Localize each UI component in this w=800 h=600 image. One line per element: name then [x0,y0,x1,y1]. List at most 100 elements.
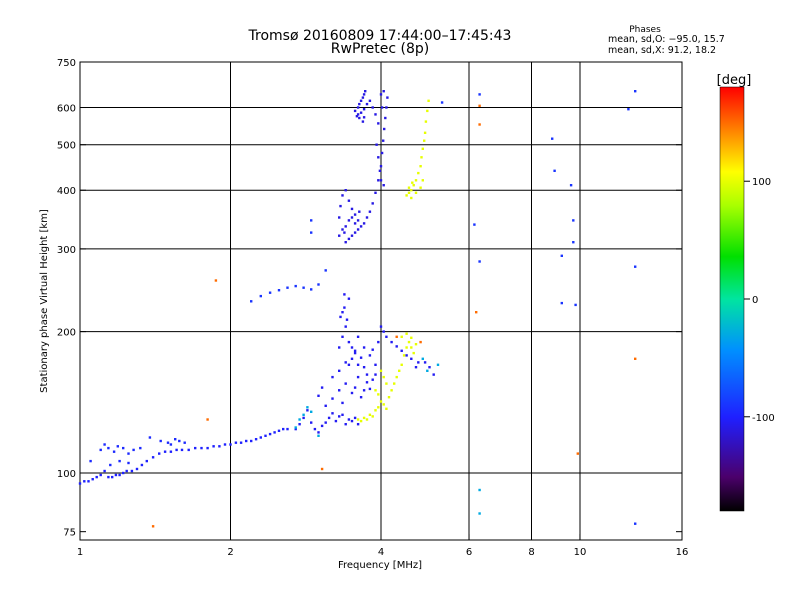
data-point [374,113,377,116]
data-point [302,416,305,420]
data-point [374,191,377,194]
data-point [339,315,342,319]
data-point [212,445,215,448]
data-point [317,434,320,437]
data-point [382,375,385,379]
colorbar-tick-label: 0 [752,295,758,306]
x-tick-label: 4 [378,547,384,558]
data-point [407,191,411,194]
data-point [264,434,267,437]
data-point [359,99,363,102]
data-point [385,407,388,410]
data-point [478,123,481,126]
data-point [419,340,422,344]
colorbar-tick-label: 100 [752,177,771,188]
data-point [382,184,385,187]
data-point [386,96,389,99]
data-point [103,443,106,446]
data-point [377,340,380,344]
colorbar-ticks: 100 0 -100 [744,177,775,424]
data-point [362,93,366,96]
data-point [362,346,366,349]
x-tick-label: 10 [574,547,587,558]
data-point [194,446,197,450]
data-point [353,416,357,420]
data-point [362,222,366,225]
data-point [320,467,324,471]
data-point [407,340,411,344]
data-point [371,106,374,109]
x-tick-label: 6 [466,547,472,558]
data-point [339,204,342,208]
data-point [347,418,351,421]
data-point [440,101,444,104]
data-point [350,234,354,237]
data-point [356,375,360,379]
colorbar-label: [deg] [717,73,752,88]
data-point [132,448,135,452]
data-point [259,294,262,298]
data-point [412,351,415,355]
data-point [103,469,106,473]
data-point [174,438,177,441]
data-point [412,184,415,187]
data-point [341,311,344,314]
chart-title: Tromsø 20160809 17:44:00–17:45:43 [248,28,512,44]
data-point [634,265,637,268]
x-tick-label: 16 [676,547,689,558]
data-point [223,443,227,446]
data-point [338,234,341,237]
data-point [341,335,344,338]
y-tick-label: 400 [57,186,76,197]
data-point [374,373,377,376]
data-point [410,336,413,339]
data-point [420,156,423,159]
data-point [324,421,327,424]
data-point [634,90,637,93]
data-point [353,222,357,225]
data-point [310,231,313,234]
data-point [317,283,320,286]
data-point [414,343,418,346]
data-point [379,93,383,96]
y-tick-label: 300 [57,245,76,256]
data-point [356,228,360,231]
data-point [362,366,366,369]
data-point [362,116,366,119]
data-point [310,288,313,291]
data-point [95,475,98,479]
data-point [475,311,478,314]
data-point [375,143,378,146]
data-point [569,184,573,187]
data-point [432,373,435,376]
data-point [371,202,374,205]
data-point [127,461,130,465]
x-tick-label: 2 [227,547,233,558]
data-point [356,219,360,222]
data-point [118,473,121,477]
data-point [385,106,388,109]
data-point [353,231,357,234]
data-point [395,345,398,348]
data-point [359,225,363,228]
data-point [368,413,372,416]
data-point [350,391,354,395]
data-point [344,225,347,228]
data-point [218,445,221,448]
data-point [572,219,575,222]
data-point [206,446,209,450]
data-point [169,443,173,446]
data-point [390,340,393,344]
data-point [353,386,357,389]
data-point [313,427,317,431]
data-point [344,423,347,426]
data-point [111,475,114,479]
data-point [551,137,554,140]
colorbar-tick-label: -100 [752,413,775,424]
data-point [127,452,130,455]
data-point [574,303,577,307]
data-point [200,446,203,450]
data-point [350,357,354,360]
data-point [268,291,272,294]
stats-line-x: mean, sd,X: 91.2, 18.2 [608,45,716,56]
